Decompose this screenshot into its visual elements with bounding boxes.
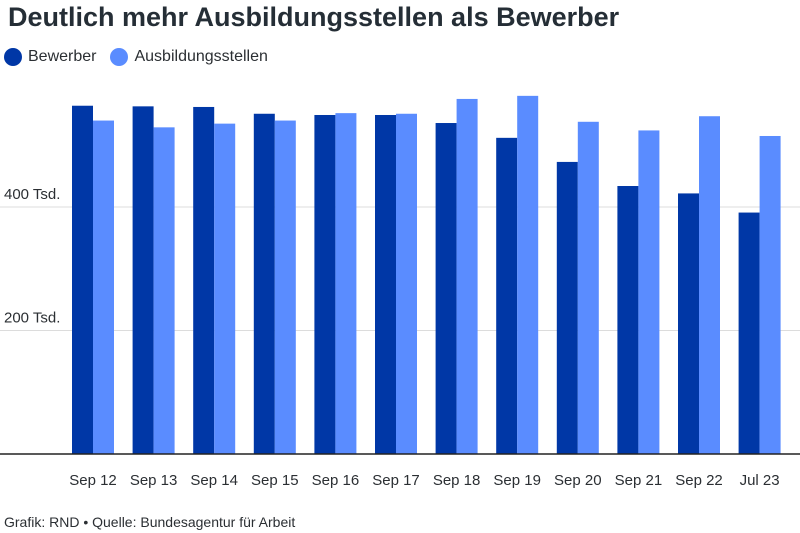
bar-bewerber-sep-12 [72, 105, 93, 454]
x-tick-label: Sep 20 [554, 472, 602, 489]
bar-ausbildungsstellen-sep-12 [93, 120, 114, 455]
y-tick-label: 400 Tsd. [4, 186, 60, 203]
bar-ausbildungsstellen-sep-16 [335, 113, 357, 454]
legend-swatch-bewerber [4, 48, 22, 66]
legend-item-bewerber: Bewerber [4, 48, 96, 66]
bar-ausbildungsstellen-sep-14 [214, 123, 236, 454]
bar-ausbildungsstellen-jul-23 [759, 135, 781, 455]
bar-ausbildungsstellen-sep-21 [638, 130, 660, 454]
bar-bewerber-jul-23 [738, 212, 760, 454]
chart-title: Deutlich mehr Ausbildungsstellen als Bew… [8, 2, 620, 32]
x-tick-label: Sep 14 [190, 472, 238, 489]
x-tick-label: Sep 21 [615, 472, 663, 489]
x-tick-label: Sep 17 [372, 472, 420, 489]
x-tick-label: Sep 16 [312, 472, 360, 489]
bar-ausbildungsstellen-sep-15 [274, 120, 296, 455]
bar-bewerber-sep-22 [678, 193, 699, 455]
source-footer: Grafik: RND • Quelle: Bundesagentur für … [4, 514, 296, 530]
bar-bewerber-sep-17 [375, 114, 396, 455]
x-tick-label: Sep 19 [493, 472, 541, 489]
y-tick-label: 200 Tsd. [4, 310, 60, 327]
bar-bewerber-sep-14 [193, 106, 215, 454]
x-tick-label: Sep 22 [675, 472, 723, 489]
bar-bewerber-sep-18 [435, 123, 457, 455]
bar-bewerber-sep-15 [253, 113, 275, 454]
x-tick-label: Sep 12 [69, 472, 117, 489]
bar-bewerber-sep-21 [617, 186, 639, 454]
bar-bewerber-sep-13 [132, 106, 154, 454]
legend-label-bewerber: Bewerber [28, 48, 97, 65]
legend-label-ausbildungsstellen: Ausbildungsstellen [134, 48, 268, 65]
legend-item-ausbildungsstellen: Ausbildungsstellen [110, 48, 268, 66]
legend-swatch-ausbildungsstellen [110, 48, 129, 66]
legend: Bewerber Ausbildungsstellen [4, 48, 282, 66]
x-tick-label: Jul 23 [740, 472, 780, 489]
bar-ausbildungsstellen-sep-20 [577, 121, 599, 454]
x-tick-label: Sep 15 [251, 472, 299, 489]
x-tick-label: Sep 13 [130, 472, 178, 489]
bar-ausbildungsstellen-sep-18 [456, 98, 478, 454]
bar-bewerber-sep-19 [496, 137, 518, 454]
bar-ausbildungsstellen-sep-13 [153, 127, 175, 454]
bar-bewerber-sep-20 [556, 161, 578, 455]
bar-ausbildungsstellen-sep-22 [699, 116, 720, 454]
x-tick-label: Sep 18 [433, 472, 481, 489]
bar-ausbildungsstellen-sep-19 [517, 95, 539, 454]
bar-bewerber-sep-16 [314, 114, 336, 455]
bar-ausbildungsstellen-sep-17 [396, 113, 417, 454]
